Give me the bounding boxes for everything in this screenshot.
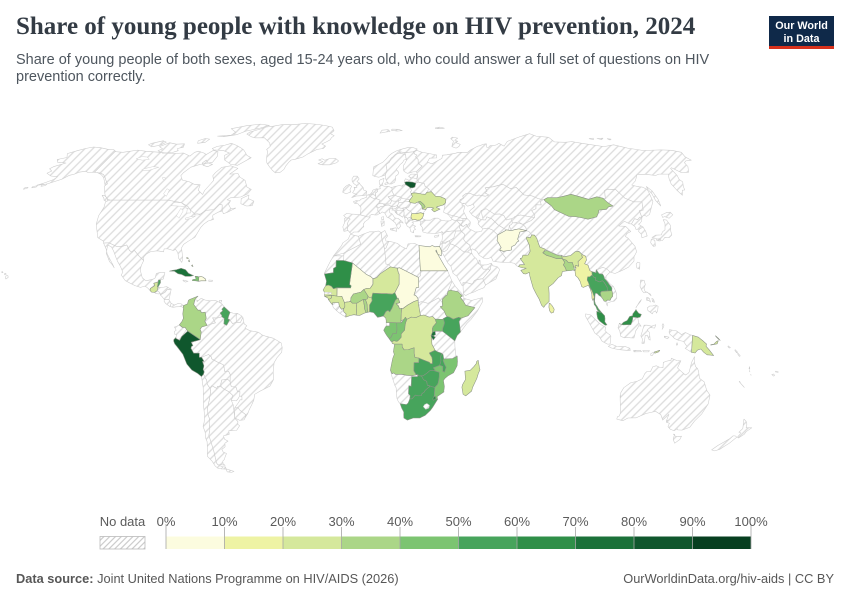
- svg-text:60%: 60%: [504, 514, 530, 529]
- svg-text:No data: No data: [100, 514, 146, 529]
- svg-text:10%: 10%: [211, 514, 237, 529]
- svg-text:20%: 20%: [270, 514, 296, 529]
- svg-text:0%: 0%: [157, 514, 176, 529]
- svg-text:90%: 90%: [679, 514, 705, 529]
- svg-text:30%: 30%: [328, 514, 354, 529]
- svg-text:40%: 40%: [387, 514, 413, 529]
- svg-text:70%: 70%: [562, 514, 588, 529]
- svg-text:80%: 80%: [621, 514, 647, 529]
- svg-text:50%: 50%: [445, 514, 471, 529]
- svg-text:100%: 100%: [734, 514, 768, 529]
